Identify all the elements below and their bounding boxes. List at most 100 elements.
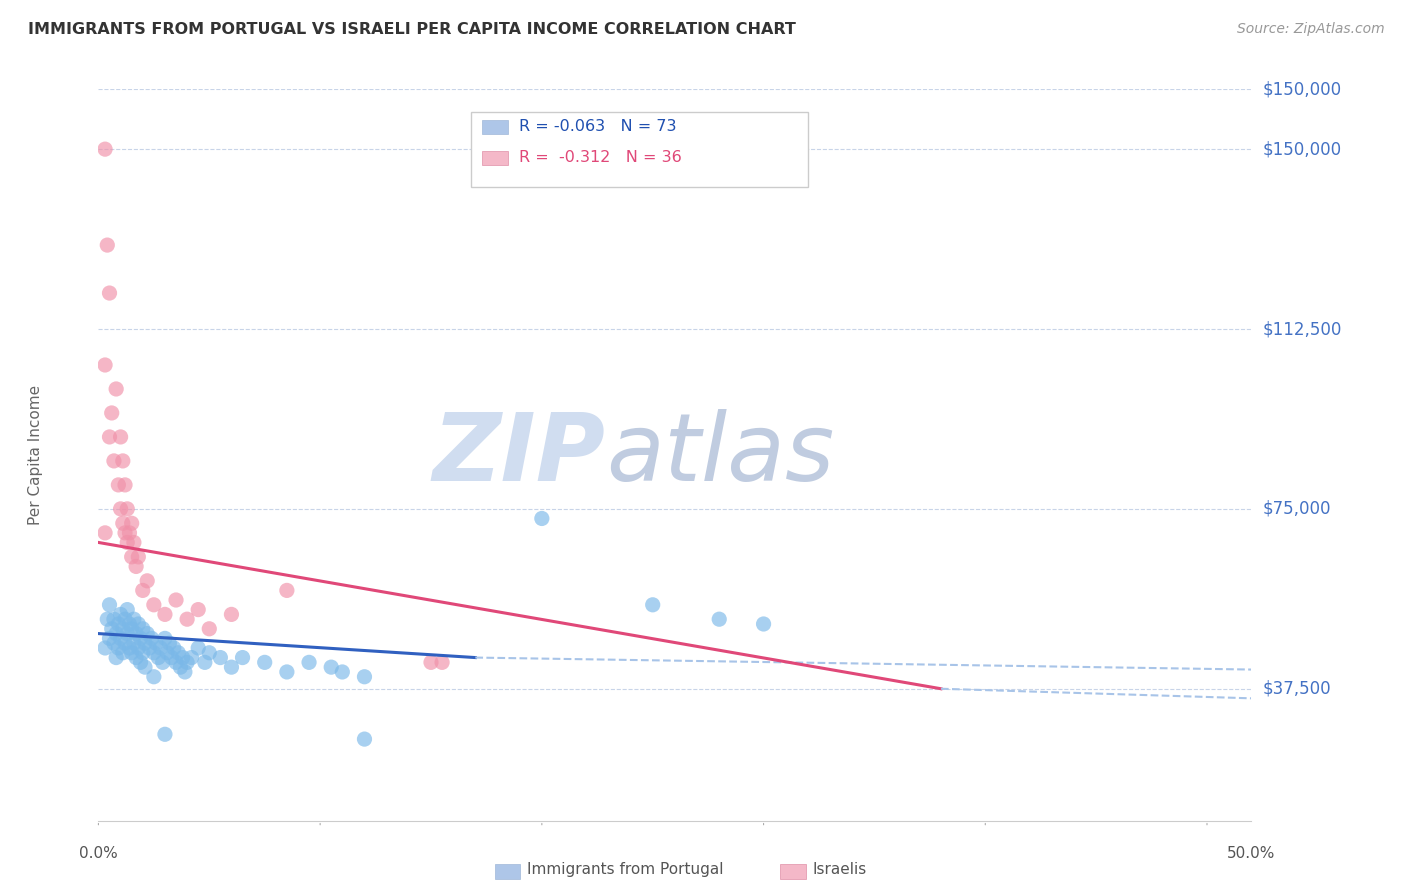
Point [149, 640, 172, 655]
Text: atlas: atlas [606, 409, 834, 500]
Point [114, 525, 136, 540]
Text: Israelis: Israelis [813, 863, 868, 877]
Point [136, 626, 159, 640]
Point [530, 511, 553, 525]
Point [353, 732, 375, 747]
Point [198, 646, 221, 660]
Point [148, 650, 170, 665]
Point [129, 632, 152, 646]
Point [94, 358, 117, 372]
Text: R = -0.063   N = 73: R = -0.063 N = 73 [519, 120, 676, 134]
Point [176, 656, 198, 670]
Point [121, 646, 143, 660]
Point [118, 525, 141, 540]
Point [752, 617, 775, 632]
Point [117, 626, 138, 640]
Text: $75,000: $75,000 [1263, 500, 1331, 518]
Point [153, 727, 176, 741]
Point [117, 602, 138, 616]
Point [127, 617, 149, 632]
Point [122, 612, 145, 626]
Point [253, 656, 276, 670]
Point [134, 660, 156, 674]
Point [145, 636, 167, 650]
Point [122, 636, 145, 650]
Point [231, 650, 254, 665]
Point [163, 640, 186, 655]
Text: Source: ZipAtlas.com: Source: ZipAtlas.com [1237, 22, 1385, 37]
Point [94, 640, 117, 655]
Point [114, 612, 136, 626]
Point [94, 142, 117, 156]
Point [98, 632, 121, 646]
Text: $112,500: $112,500 [1263, 320, 1341, 338]
Point [160, 650, 183, 665]
Point [420, 656, 443, 670]
Point [153, 607, 176, 622]
Point [111, 454, 134, 468]
Point [117, 535, 138, 549]
Point [180, 650, 202, 665]
Point [118, 617, 141, 632]
Point [105, 650, 128, 665]
Point [132, 622, 155, 636]
Point [165, 656, 187, 670]
Point [153, 632, 176, 646]
Point [430, 656, 453, 670]
Point [127, 640, 149, 655]
Point [176, 612, 198, 626]
Point [132, 646, 155, 660]
Point [127, 549, 149, 564]
Text: $150,000: $150,000 [1263, 80, 1341, 98]
Text: $150,000: $150,000 [1263, 140, 1341, 158]
Point [122, 535, 145, 549]
Point [136, 574, 159, 588]
Point [107, 478, 129, 492]
Text: ZIP: ZIP [433, 409, 606, 501]
Point [111, 516, 134, 531]
Text: R =  -0.312   N = 36: R = -0.312 N = 36 [519, 151, 682, 165]
Point [118, 640, 141, 655]
Point [194, 656, 217, 670]
Point [121, 622, 143, 636]
Point [221, 607, 243, 622]
Point [172, 650, 194, 665]
Point [114, 478, 136, 492]
Point [110, 430, 132, 444]
Point [103, 636, 125, 650]
Point [103, 612, 125, 626]
Point [141, 632, 163, 646]
Point [110, 501, 132, 516]
Point [100, 406, 122, 420]
Point [132, 583, 155, 598]
Point [142, 670, 165, 684]
Text: Immigrants from Portugal: Immigrants from Portugal [527, 863, 724, 877]
Text: 0.0%: 0.0% [79, 846, 118, 861]
Point [125, 626, 148, 640]
Text: Per Capita Income: Per Capita Income [28, 384, 42, 525]
Point [138, 640, 160, 655]
Point [114, 636, 136, 650]
Point [156, 646, 179, 660]
Point [110, 607, 132, 622]
Text: 50.0%: 50.0% [1227, 846, 1275, 861]
Point [209, 650, 232, 665]
Point [105, 626, 128, 640]
Point [125, 559, 148, 574]
Point [321, 660, 343, 674]
Point [100, 622, 122, 636]
Point [96, 238, 118, 252]
Point [641, 598, 664, 612]
Point [142, 598, 165, 612]
Point [107, 640, 129, 655]
Point [98, 598, 121, 612]
Point [152, 656, 174, 670]
Point [353, 670, 375, 684]
Point [111, 646, 134, 660]
Point [129, 656, 152, 670]
Point [125, 650, 148, 665]
Text: $37,500: $37,500 [1263, 680, 1331, 698]
Point [298, 656, 321, 670]
Point [187, 602, 209, 616]
Point [107, 617, 129, 632]
